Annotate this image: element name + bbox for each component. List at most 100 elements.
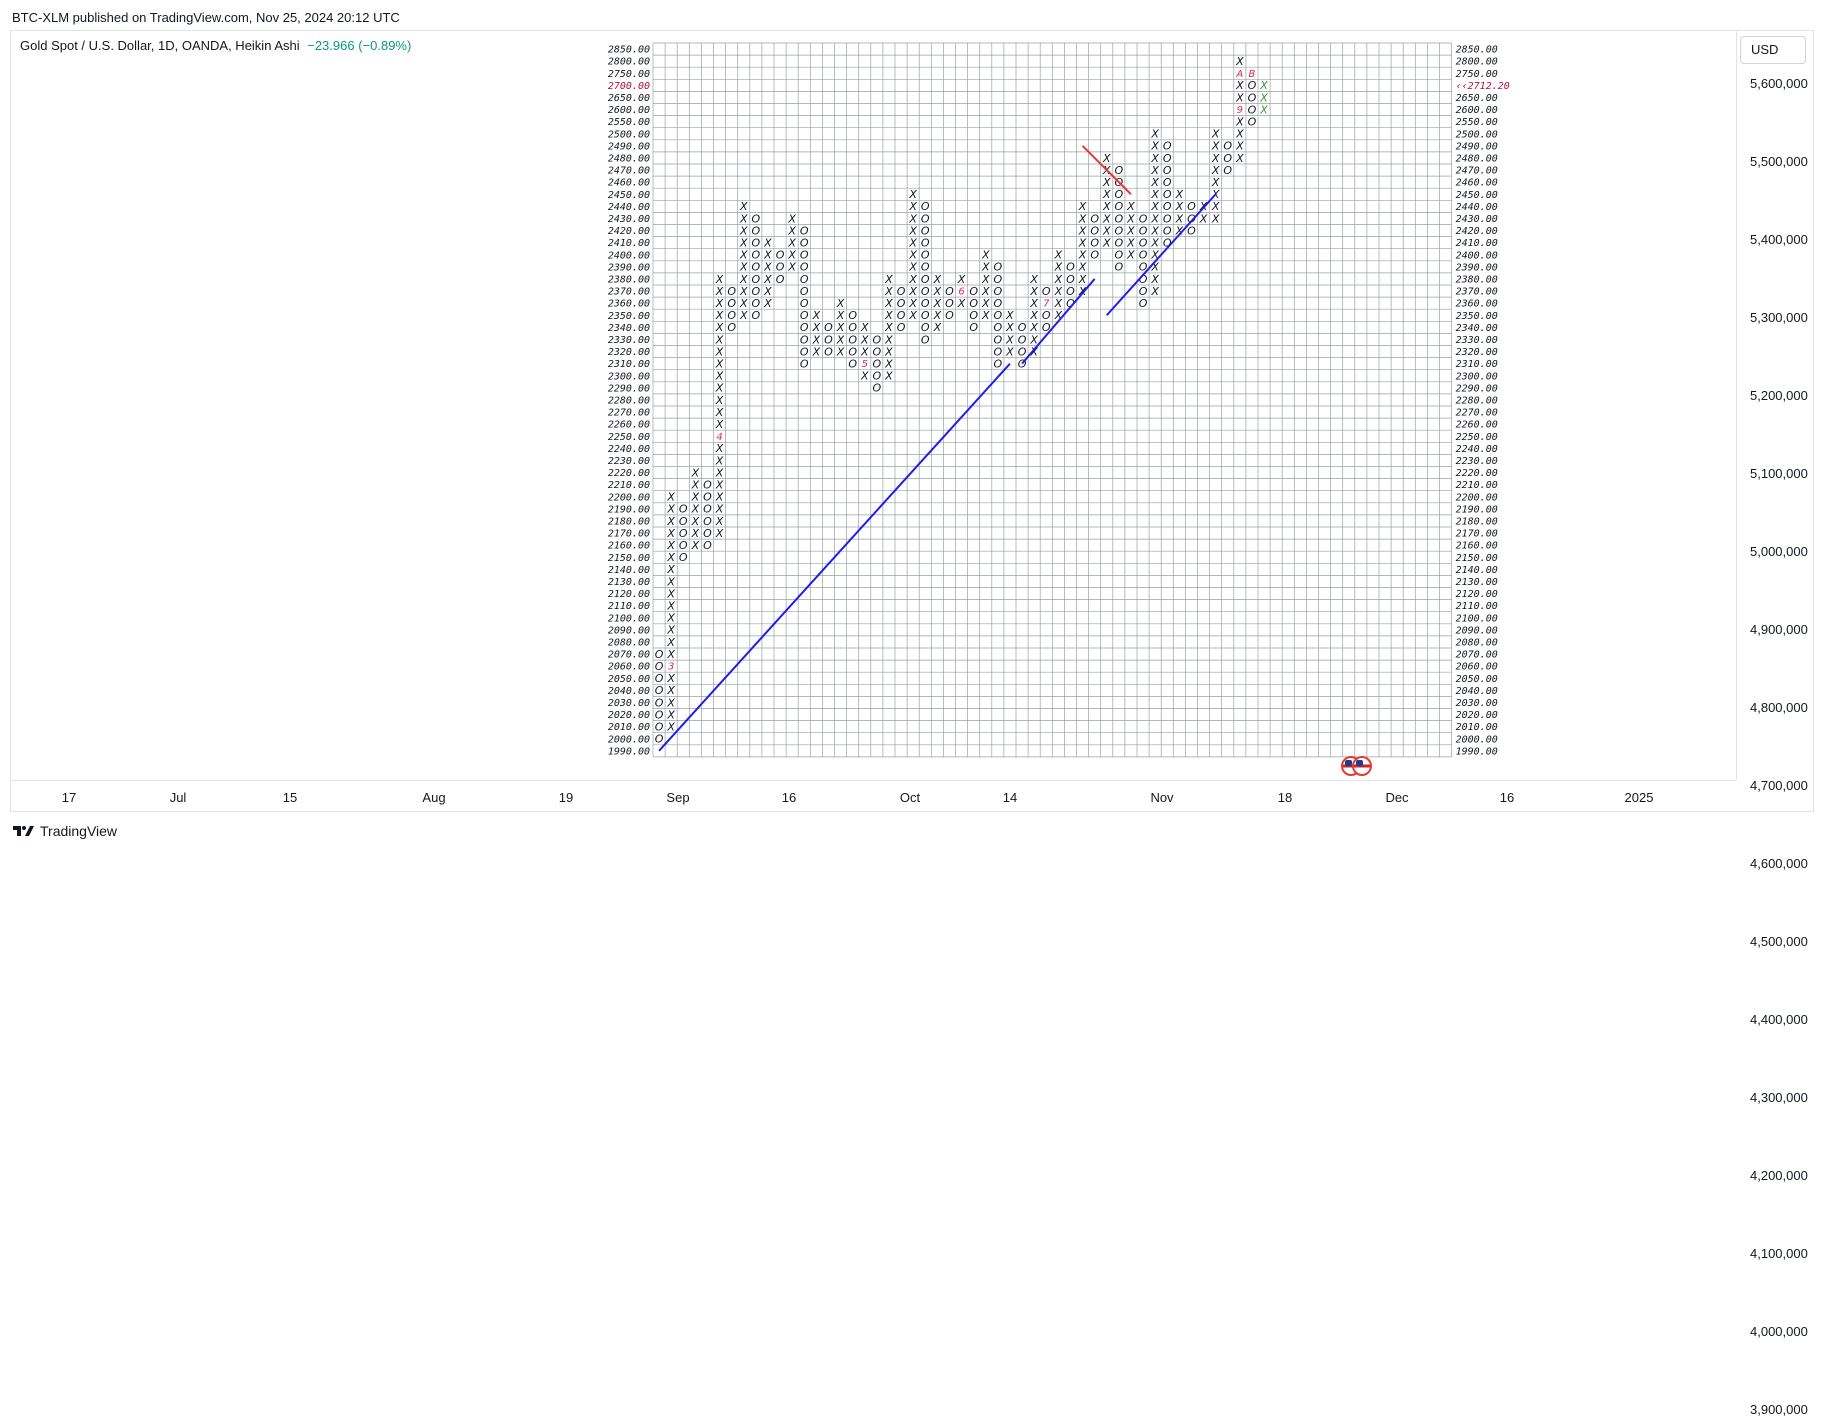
month-marker: 9 — [1237, 105, 1243, 116]
x-mark: X — [1126, 249, 1135, 262]
symbol-title: Gold Spot / U.S. Dollar, 1D, OANDA, Heik… — [20, 38, 300, 53]
box-label-right: 2100.00 — [1456, 613, 1498, 624]
box-label-left: 2550.00 — [608, 117, 650, 128]
x-mark: X — [908, 273, 917, 286]
box-label-left: 2350.00 — [608, 311, 650, 322]
box-label-right: 2110.00 — [1456, 601, 1498, 612]
time-axis-label: Dec — [1385, 790, 1409, 805]
o-mark: O — [994, 309, 1003, 322]
x-mark: X — [981, 249, 990, 262]
o-mark: O — [945, 297, 954, 310]
o-mark: O — [1223, 164, 1232, 177]
o-mark: O — [1042, 285, 1051, 298]
box-label-left: 2340.00 — [608, 323, 650, 334]
x-mark: X — [715, 527, 724, 540]
o-mark: O — [921, 236, 930, 249]
x-mark: X — [860, 370, 869, 383]
box-label-right: 2410.00 — [1456, 238, 1498, 249]
o-mark: O — [1115, 200, 1124, 213]
o-mark: O — [1163, 200, 1172, 213]
month-marker: 3 — [668, 662, 674, 673]
o-mark: O — [776, 273, 785, 286]
o-mark: O — [800, 357, 809, 370]
x-mark: X — [666, 491, 675, 504]
o-mark: O — [1090, 236, 1099, 249]
time-axis[interactable] — [11, 780, 1736, 781]
o-mark: O — [994, 357, 1003, 370]
o-mark: O — [1018, 333, 1027, 346]
o-mark: O — [800, 333, 809, 346]
x-mark: X — [666, 551, 675, 564]
box-label-left: 2650.00 — [608, 93, 650, 104]
month-marker: B — [1249, 69, 1256, 80]
x-mark: X — [739, 285, 748, 298]
box-label-right: 2470.00 — [1456, 166, 1498, 177]
x-mark: X — [1054, 273, 1063, 286]
time-axis-label: Sep — [666, 790, 690, 805]
box-label-right: 2250.00 — [1456, 432, 1498, 443]
x-mark: X — [1259, 103, 1268, 116]
box-label-right: 2750.00 — [1456, 69, 1498, 80]
x-mark: X — [836, 333, 845, 346]
o-mark: O — [752, 297, 761, 310]
price-axis-label: 4,300,000 — [1750, 1090, 1808, 1105]
o-mark: O — [1090, 249, 1099, 262]
time-axis-label: Oct — [899, 790, 921, 805]
box-label-right: 2270.00 — [1456, 408, 1498, 419]
x-mark: X — [715, 491, 724, 504]
o-mark: O — [921, 321, 930, 334]
x-mark: X — [691, 491, 700, 504]
o-mark: O — [1139, 297, 1148, 310]
resistance-trend-line — [1081, 145, 1132, 195]
o-mark: O — [873, 345, 882, 358]
x-mark: X — [666, 624, 675, 637]
box-label-right: 2190.00 — [1456, 504, 1498, 515]
box-label-right: 2650.00 — [1456, 93, 1498, 104]
symbol-legend[interactable]: Gold Spot / U.S. Dollar, 1D, OANDA, Heik… — [20, 38, 411, 53]
box-label-right: 2310.00 — [1456, 359, 1498, 370]
box-label-right: 2090.00 — [1456, 625, 1498, 636]
o-mark: O — [752, 224, 761, 237]
us-flag-icon[interactable] — [1352, 756, 1372, 776]
box-label-left: 2010.00 — [608, 722, 650, 733]
x-mark: X — [1235, 115, 1244, 128]
price-axis[interactable] — [1736, 31, 1737, 780]
o-mark: O — [679, 551, 688, 564]
currency-button[interactable]: USD — [1740, 36, 1806, 64]
x-mark: X — [763, 285, 772, 298]
x-mark: X — [1211, 200, 1220, 213]
x-mark: X — [787, 236, 796, 249]
price-axis-label: 5,600,000 — [1750, 76, 1808, 91]
x-mark: X — [933, 309, 942, 322]
o-mark: O — [897, 285, 906, 298]
box-label-right: 2010.00 — [1456, 722, 1498, 733]
box-label-right: 2000.00 — [1456, 734, 1498, 745]
o-mark: O — [727, 309, 736, 322]
o-mark: O — [1018, 321, 1027, 334]
o-mark: O — [1223, 140, 1232, 153]
x-mark: X — [691, 466, 700, 479]
box-label-left: 2100.00 — [608, 613, 650, 624]
o-mark: O — [1139, 261, 1148, 274]
support-trend-line — [658, 362, 1011, 752]
x-mark: X — [739, 224, 748, 237]
x-mark: X — [1235, 128, 1244, 141]
o-mark: O — [1090, 224, 1099, 237]
o-mark: O — [921, 285, 930, 298]
o-mark: O — [994, 333, 1003, 346]
x-mark: X — [1150, 140, 1159, 153]
o-mark: O — [1248, 115, 1257, 128]
box-label-left: 2310.00 — [608, 359, 650, 370]
o-mark: O — [1042, 321, 1051, 334]
chart-frame[interactable] — [10, 30, 1814, 812]
x-mark: X — [1102, 224, 1111, 237]
box-label-right: 2130.00 — [1456, 577, 1498, 588]
tradingview-logo[interactable]: TradingView — [12, 823, 117, 839]
o-mark: O — [703, 539, 712, 552]
point-and-figure-chart: 2850.002800.002750.002700.002650.002600.… — [608, 42, 1510, 757]
box-label-left: 2470.00 — [608, 166, 650, 177]
o-mark: O — [1115, 164, 1124, 177]
x-mark: X — [981, 261, 990, 274]
box-label-left: 2290.00 — [608, 383, 650, 394]
x-mark: X — [933, 321, 942, 334]
